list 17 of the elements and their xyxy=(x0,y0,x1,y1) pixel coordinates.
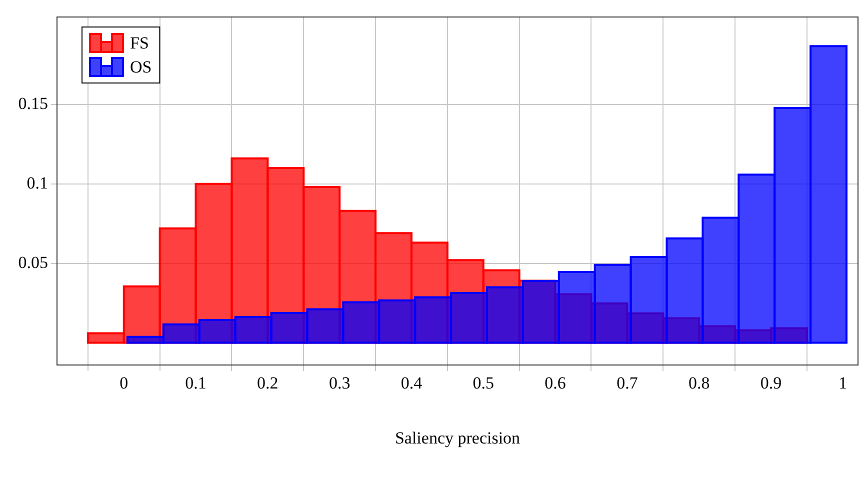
x-tick-label: 0.9 xyxy=(760,374,782,393)
x-tick-label: 1 xyxy=(838,374,848,393)
x-tick-label: 0.3 xyxy=(328,374,350,393)
y-tick-label: 0.05 xyxy=(18,252,48,272)
x-tick-label: 0.2 xyxy=(257,374,278,393)
x-tick-label: 0.6 xyxy=(544,374,566,393)
y-tick-label: 0.15 xyxy=(18,94,48,113)
x-tick-label: 0.4 xyxy=(400,374,423,393)
y-tick-label: 0.1 xyxy=(26,173,48,192)
legend-label: FS xyxy=(130,33,149,52)
x-tick-label: 0.5 xyxy=(472,374,494,393)
x-tick-label: 0 xyxy=(120,374,128,393)
legend-label: OS xyxy=(130,57,152,76)
x-tick-label: 0.8 xyxy=(688,374,710,393)
x-axis-title: Saliency precision xyxy=(394,428,521,448)
x-tick-label: 0.7 xyxy=(616,374,638,393)
x-tick-label: 0.1 xyxy=(185,374,206,393)
